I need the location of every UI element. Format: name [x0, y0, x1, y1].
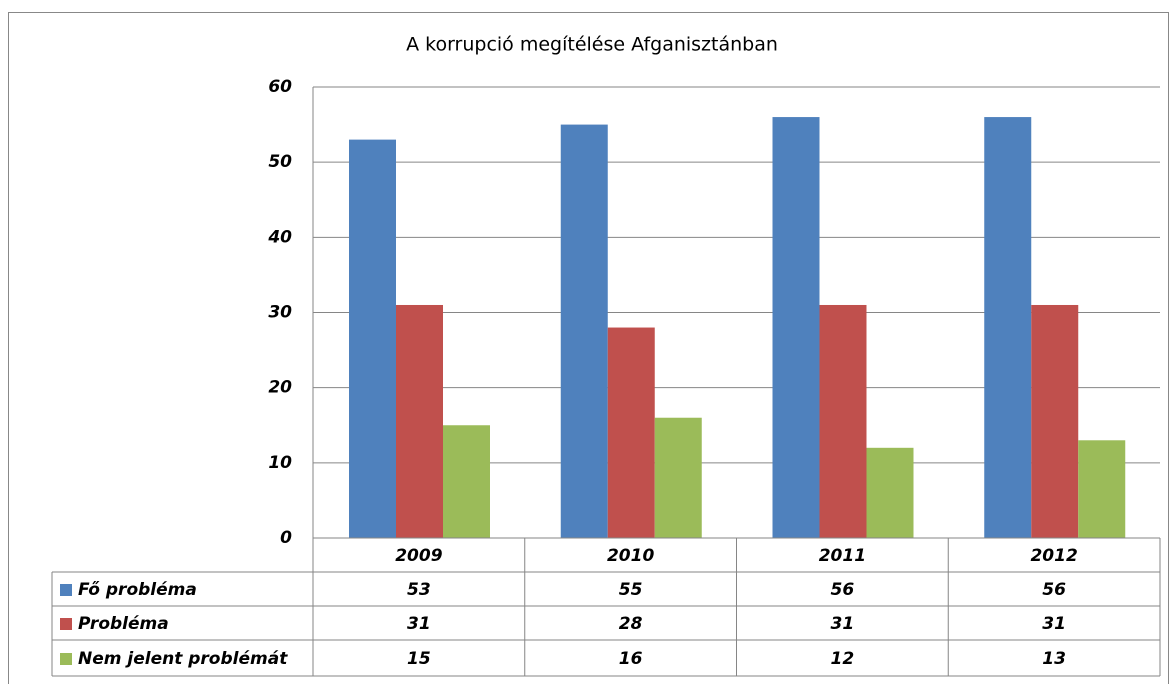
- chart-title: A korrupció megítélése Afganisztánban: [406, 34, 778, 56]
- table-value: 31: [1042, 614, 1066, 634]
- bar: [984, 117, 1032, 539]
- bar: [349, 139, 396, 538]
- bar: [607, 327, 655, 538]
- y-tick-label: 0: [280, 528, 292, 548]
- y-tick-label: 40: [267, 227, 292, 247]
- bar: [866, 447, 914, 538]
- table-value: 12: [831, 649, 855, 669]
- bar: [819, 304, 867, 538]
- y-tick-label: 20: [268, 378, 292, 398]
- bar: [396, 304, 443, 538]
- legend-label: Probléma: [78, 614, 169, 634]
- table-value: 53: [407, 580, 431, 600]
- table-value: 13: [1042, 649, 1066, 669]
- table-value: 55: [619, 580, 643, 600]
- bar: [560, 124, 608, 538]
- legend-label: Fő probléma: [78, 580, 197, 600]
- bar: [443, 425, 490, 538]
- bar: [1078, 440, 1126, 538]
- legend-key: [60, 584, 72, 596]
- table-value: 56: [831, 580, 855, 600]
- bar: [772, 117, 820, 539]
- y-tick-label: 60: [268, 77, 292, 97]
- y-tick-label: 10: [268, 453, 292, 473]
- table-value: 15: [407, 649, 431, 669]
- bar: [654, 417, 702, 538]
- x-tick-label: 2012: [1030, 546, 1077, 566]
- x-tick-label: 2011: [819, 546, 866, 566]
- legend-key: [60, 653, 72, 665]
- table-value: 31: [831, 614, 855, 634]
- x-tick-label: 2009: [395, 546, 442, 566]
- y-tick-label: 50: [268, 152, 292, 172]
- legend-key: [60, 618, 72, 630]
- legend-label: Nem jelent problémát: [78, 649, 288, 669]
- table-value: 31: [407, 614, 431, 634]
- table-value: 16: [619, 649, 643, 669]
- table-value: 28: [619, 614, 643, 634]
- bar: [1031, 304, 1079, 538]
- x-tick-label: 2010: [607, 546, 654, 566]
- y-tick-label: 30: [268, 303, 292, 323]
- table-value: 56: [1042, 580, 1066, 600]
